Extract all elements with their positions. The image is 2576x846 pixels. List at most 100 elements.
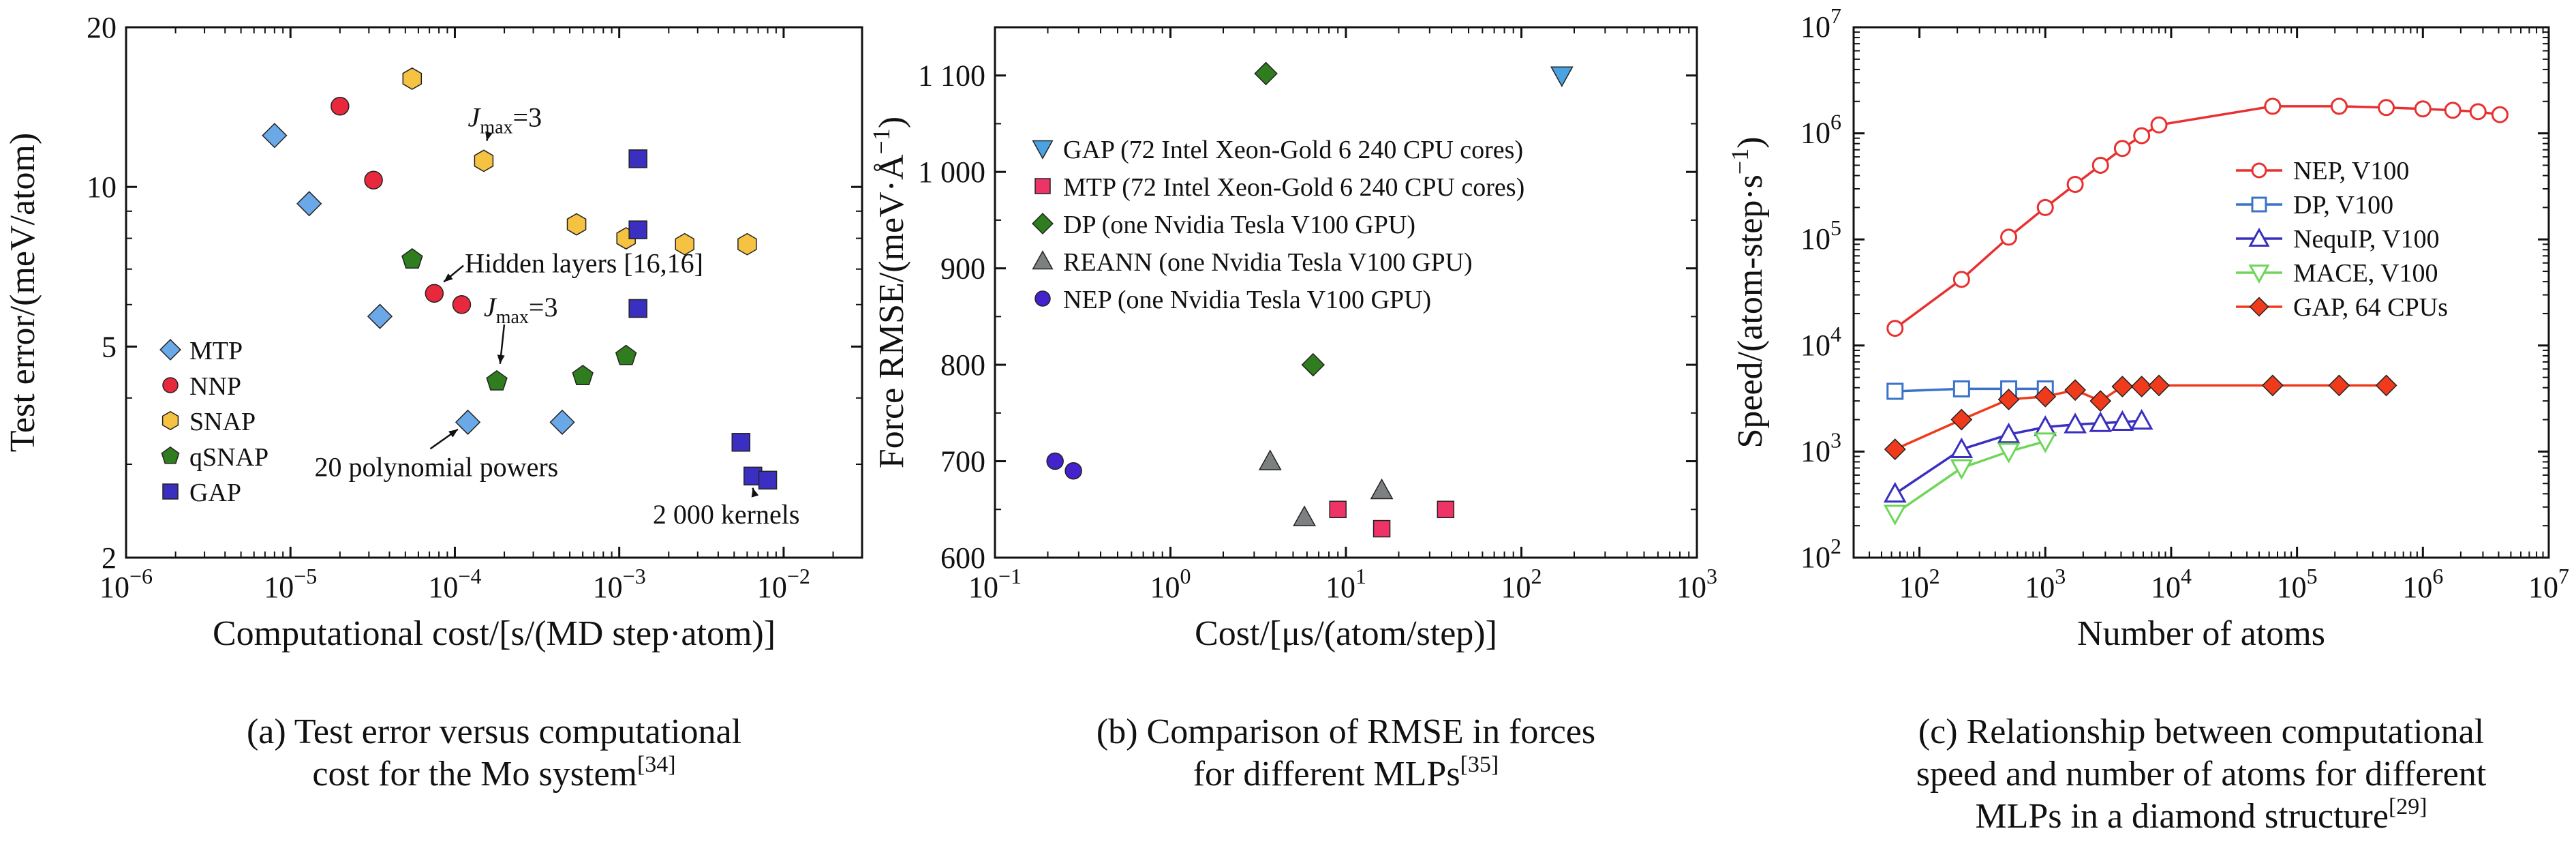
panel-c: 102 103 104 105 106 107 102 103 104 105 106 107 Numb… — [1726, 3, 2569, 836]
panel-b-legend-label: GAP (72 Intel Xeon-Gold 6 240 CPU cores) — [1063, 136, 1523, 164]
panel-b-point — [1301, 352, 1325, 377]
panel-a-legend-marker-nnp — [162, 377, 179, 393]
panel-a-caption-line: (a) Test error versus computational — [247, 712, 741, 751]
panel-a-point-mtp — [549, 409, 575, 436]
panel-a-legend-marker-mtp — [159, 339, 181, 361]
panel-c-point — [2089, 390, 2112, 412]
panel-b-point — [1329, 500, 1347, 519]
panel-b-legend-marker — [1032, 140, 1054, 160]
panel-c-point — [2089, 411, 2113, 432]
panel-a-point-gap — [628, 220, 647, 239]
panel-c-point — [1884, 438, 1906, 461]
panel-a-annotation: 20 polynomial powers — [314, 451, 558, 482]
panel-c-point — [2264, 97, 2282, 115]
panel-b-legend-marker — [1034, 178, 1051, 194]
panel-a-point-snap — [402, 67, 423, 90]
panel-b-y-axis-label: Force RMSE/(meV·Å−1) — [868, 117, 911, 468]
panel-a-point-nnp — [331, 96, 350, 116]
panel-a-point-snap — [675, 232, 694, 256]
panel-b-y-tick-label: 700 — [940, 445, 985, 479]
panel-b-point — [1370, 478, 1394, 500]
panel-c-point — [2378, 99, 2395, 117]
panel-c-legend-marker — [2248, 227, 2270, 247]
panel-a-y-tick-label: 5 — [102, 330, 117, 363]
panel-c-legend-label: GAP, 64 CPUs — [2293, 293, 2448, 322]
panel-c-point — [2330, 97, 2348, 115]
panel-c-point — [2375, 374, 2397, 397]
panel-a-annotation-arrowhead — [751, 487, 759, 498]
panel-a-caption-line: cost for the Mo system[34] — [312, 752, 675, 794]
panel-a-legend-marker-snap — [162, 410, 179, 431]
panel-c-point — [1883, 504, 1907, 526]
panel-a-point-gap — [628, 299, 647, 318]
panel-c-legend-label: DP, V100 — [2293, 191, 2393, 220]
panel-a-x-tick-label: 10−2 — [757, 564, 810, 604]
panel-c-point — [2133, 127, 2151, 145]
panel-a-legend-marker-gap — [162, 483, 179, 500]
panel-c-point — [2066, 176, 2084, 194]
panel-c-legend-label: NEP, V100 — [2293, 157, 2409, 185]
panel-a-annotation: Jmax=3 — [484, 292, 558, 328]
panel-a-plot-frame — [125, 26, 863, 559]
panel-c-x-tick-label: 103 — [2025, 564, 2066, 604]
panel-c-point — [1952, 380, 1970, 397]
panel-c-y-tick-label: 105 — [1800, 215, 1841, 256]
panel-c-legend-marker — [2251, 162, 2267, 179]
panel-a: 10−6 10−5 10−4 10−3 10−2 2 5 10 20 Computational … — [3, 11, 863, 794]
panel-b-legend-label: MTP (72 Intel Xeon-Gold 6 240 CPU cores) — [1063, 173, 1524, 202]
panel-c-y-tick-label: 107 — [1800, 3, 1841, 44]
panel-c-point — [1952, 271, 1970, 288]
panel-c-point — [2111, 376, 2134, 397]
panel-c-point — [2261, 374, 2284, 397]
panel-c-legend-label: MACE, V100 — [2293, 259, 2438, 288]
panel-a-annotation: Jmax=3 — [468, 102, 542, 138]
panel-a-point-snap — [566, 213, 587, 236]
panel-b-caption-line: for different MLPs[35] — [1193, 752, 1499, 794]
panel-c-x-tick-label: 106 — [2402, 564, 2443, 604]
panel-c-point — [2000, 228, 2018, 246]
panel-a-x-axis-label: Computational cost/[s/(MD step·atom)] — [213, 614, 776, 653]
panel-b-x-tick-label: 102 — [1501, 564, 1542, 604]
panel-c-y-tick-label: 103 — [1800, 427, 1841, 468]
panel-c-plot-frame — [1852, 26, 2550, 559]
panel-c-point — [1997, 389, 2020, 410]
panel-b-point — [1437, 500, 1455, 519]
panel-a-point-qsnap — [615, 344, 637, 365]
panel-c-legend-marker — [2251, 196, 2267, 213]
panel-c-caption-line: speed and number of atoms for different — [1916, 755, 2487, 794]
panel-c-point — [2150, 116, 2168, 134]
panel-b-point — [1254, 61, 1278, 86]
panel-b-point — [1064, 462, 1082, 480]
panel-a-legend-label: SNAP — [189, 408, 256, 436]
panel-a-annotation: Hidden layers [16,16] — [465, 248, 703, 279]
panel-b-x-tick-label: 10−1 — [968, 564, 1022, 604]
panel-c-point — [2328, 374, 2350, 397]
panel-b-caption-line: (b) Comparison of RMSE in forces — [1097, 712, 1595, 751]
panel-b-y-tick-label: 900 — [940, 252, 985, 286]
panel-c-point — [2469, 103, 2487, 121]
panel-b-point — [1258, 449, 1282, 470]
panel-c-x-axis-label: Number of atoms — [2077, 614, 2325, 653]
panel-a-point-nnp — [452, 295, 472, 314]
panel-a-annotation-arrowhead — [485, 131, 493, 141]
panel-c-point — [2034, 432, 2057, 453]
panel-b-point — [1373, 519, 1391, 538]
panel-c-point — [1950, 408, 1973, 431]
panel-a-point-gap — [758, 470, 778, 490]
panel-b-legend-label: DP (one Nvidia Tesla V100 GPU) — [1063, 211, 1415, 239]
panel-b-point — [1046, 452, 1064, 470]
panel-c-point — [2414, 100, 2432, 118]
panel-c-point — [2036, 198, 2054, 216]
panel-c-point — [1883, 481, 1907, 503]
panel-a-annotation-arrowhead — [497, 354, 505, 364]
panel-c-point — [2444, 102, 2462, 119]
panel-a-legend-marker-qsnap — [161, 446, 180, 464]
panel-b-legend-marker — [1034, 290, 1051, 307]
panel-c-x-tick-label: 104 — [2151, 564, 2192, 604]
panel-a-y-tick-label: 20 — [87, 11, 117, 44]
panel-c-point — [2148, 374, 2170, 397]
panel-a-x-tick-label: 10−6 — [99, 564, 153, 604]
panel-c-point — [2091, 156, 2109, 174]
panel-b-point — [1550, 66, 1574, 87]
